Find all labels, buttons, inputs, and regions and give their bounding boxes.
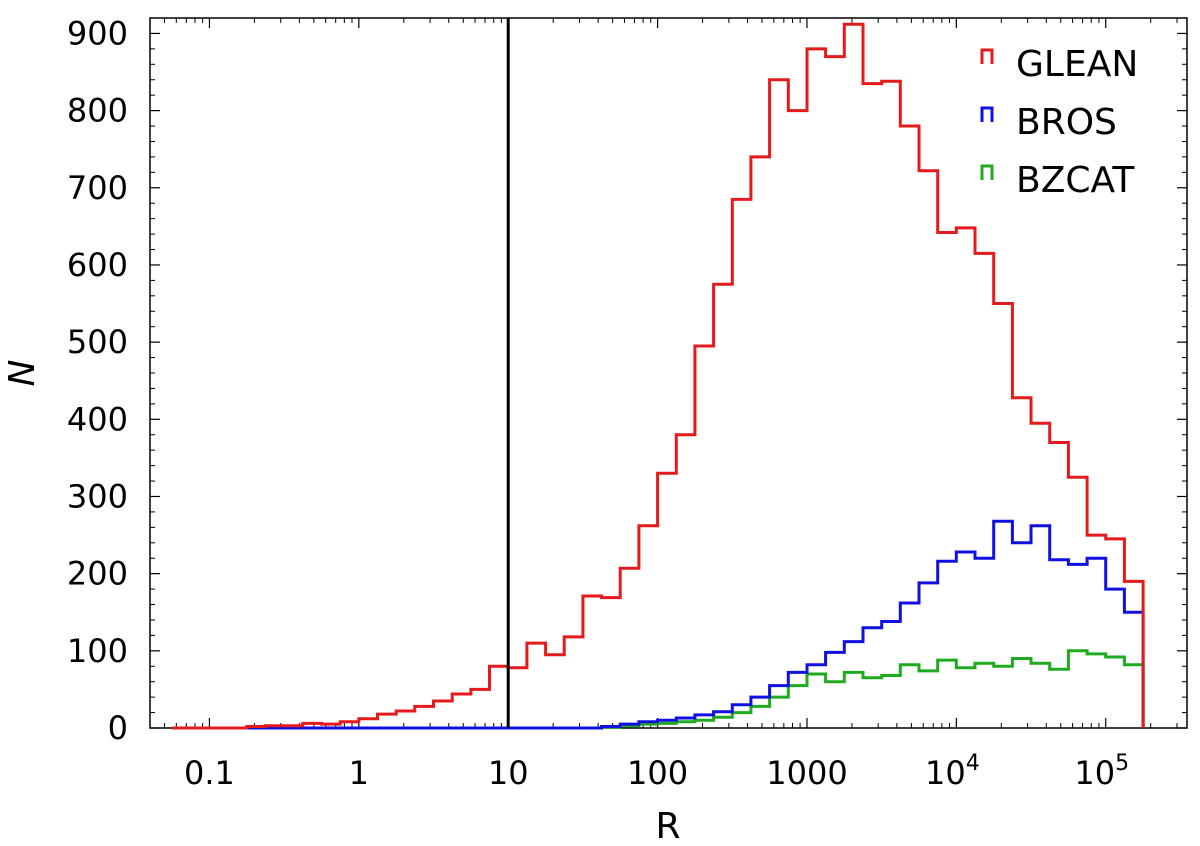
legend-swatch-bros xyxy=(980,106,994,122)
series-bros-step-line xyxy=(172,519,1145,730)
y-tick-label: 200 xyxy=(67,555,128,593)
x-tick-label: 1000 xyxy=(766,754,847,792)
y-tick-labels: 0 100 200 300 400 500 600 700 800 900 xyxy=(67,14,128,747)
series-bzcat-step-line xyxy=(172,649,1145,730)
x-tick-label: 100 xyxy=(627,754,688,792)
x-axis-title: R xyxy=(655,806,680,846)
legend-label-bros: BROS xyxy=(1016,102,1117,143)
x-tick-label: 104 xyxy=(925,751,980,792)
x-tick-exponent: 5 xyxy=(1115,751,1129,776)
y-tick-label: 0 xyxy=(108,709,128,747)
legend-swatch-glean xyxy=(980,48,994,64)
x-tick-label: 105 xyxy=(1074,751,1129,792)
legend-label-glean: GLEAN xyxy=(1016,44,1138,85)
y-tick-label: 700 xyxy=(67,169,128,207)
y-tick-label: 800 xyxy=(67,92,128,130)
x-tick-label: 1 xyxy=(349,754,369,792)
x-tick-label: 10 xyxy=(488,754,529,792)
legend-swatch-bzcat xyxy=(980,164,994,180)
y-tick-label: 600 xyxy=(67,246,128,284)
y-tick-label: 100 xyxy=(67,632,128,670)
legend-label-bzcat: BZCAT xyxy=(1016,160,1135,201)
y-tick-label: 300 xyxy=(67,477,128,515)
y-axis-title: N xyxy=(2,360,43,387)
y-tick-label: 900 xyxy=(67,14,128,52)
legend: GLEAN BROS BZCAT xyxy=(980,44,1138,201)
y-tick-label: 500 xyxy=(67,323,128,361)
histogram-series xyxy=(172,22,1145,730)
x-tick-exponent: 4 xyxy=(966,751,980,776)
x-tick-labels: 0.1 1 10 100 1000 104 105 xyxy=(184,751,1129,792)
y-tick-label: 400 xyxy=(67,400,128,438)
x-tick-label: 0.1 xyxy=(184,754,235,792)
series-glean-step-line xyxy=(172,22,1145,730)
axis-ticks xyxy=(149,17,1187,729)
